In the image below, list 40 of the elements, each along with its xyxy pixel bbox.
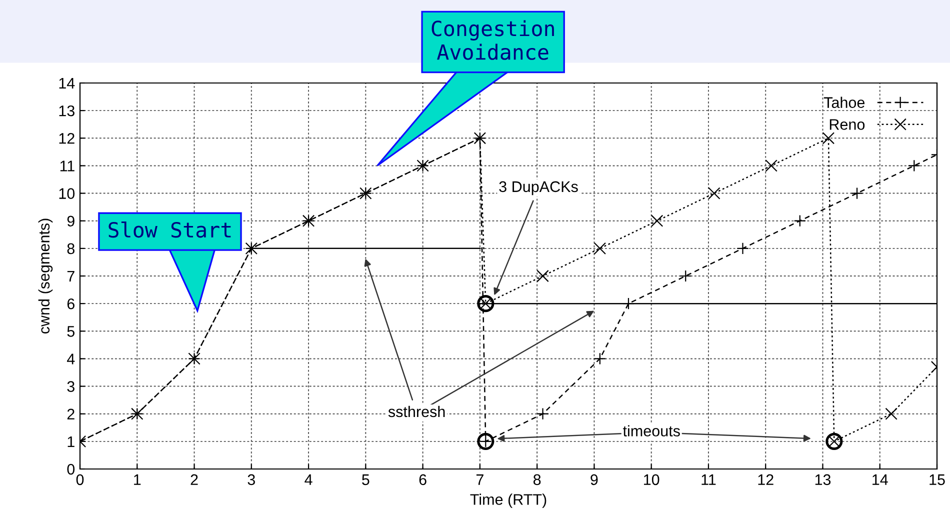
x-tick-label: 6 (419, 474, 426, 486)
x-tick-label: 2 (190, 474, 198, 485)
y-tick-label: 12 (59, 133, 74, 144)
y-tick-label: 5 (67, 326, 74, 337)
y-tick-label: 14 (59, 78, 75, 89)
annotation: Slow Start (108, 221, 231, 238)
x-tick-label: 1 (134, 474, 141, 485)
x-tick-label: 12 (758, 474, 774, 485)
y-tick-label: 11 (60, 160, 74, 172)
y-tick-label: 13 (59, 105, 74, 116)
x-tick-label: 4 (304, 474, 312, 485)
y-tick-label: 10 (59, 188, 75, 199)
y-axis-title: cwnd (segments) (38, 218, 53, 334)
legend-label: Reno (830, 119, 865, 130)
annotation: timeouts (622, 425, 680, 436)
x-tick-label: 10 (644, 474, 660, 486)
y-tick-label: 6 (67, 298, 74, 310)
y-tick-label: 4 (66, 354, 75, 364)
x-tick-label: 3 (248, 474, 255, 486)
annotation: ssthresh (388, 406, 445, 418)
x-tick-label: 11 (702, 474, 716, 485)
x-tick-label: 7 (476, 474, 484, 485)
y-tick-label: 2 (67, 408, 74, 420)
x-axis-title: Time (RTT) (470, 494, 546, 508)
y-tick-label: 9 (67, 216, 74, 227)
x-tick-label: 8 (533, 474, 541, 486)
x-tick-label: 0 (76, 474, 84, 486)
x-tick-label: 5 (362, 474, 370, 486)
y-tick-label: 7 (67, 271, 74, 282)
y-tick-label: 3 (67, 381, 74, 392)
y-tick-label: 0 (67, 464, 75, 475)
x-tick-label: 14 (872, 474, 888, 485)
y-tick-label: 1 (68, 436, 74, 447)
y-tick-label: 8 (67, 243, 74, 254)
legend-label: Tahoe (824, 96, 865, 108)
x-tick-label: 13 (815, 474, 831, 486)
annotation: 3 DupACKs (499, 181, 578, 196)
x-tick-label: 15 (930, 474, 945, 486)
text: Congestion Avoidance (432, 20, 554, 60)
x-tick-label: 9 (590, 474, 598, 486)
